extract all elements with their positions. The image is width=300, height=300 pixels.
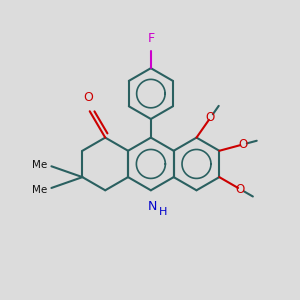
Text: F: F	[147, 32, 155, 45]
Text: Me: Me	[32, 184, 47, 194]
Text: O: O	[206, 111, 215, 124]
Text: Me: Me	[32, 160, 47, 170]
Text: O: O	[238, 138, 247, 151]
Text: O: O	[83, 91, 93, 103]
Text: N: N	[148, 200, 157, 213]
Text: O: O	[236, 183, 245, 196]
Text: H: H	[158, 207, 167, 217]
